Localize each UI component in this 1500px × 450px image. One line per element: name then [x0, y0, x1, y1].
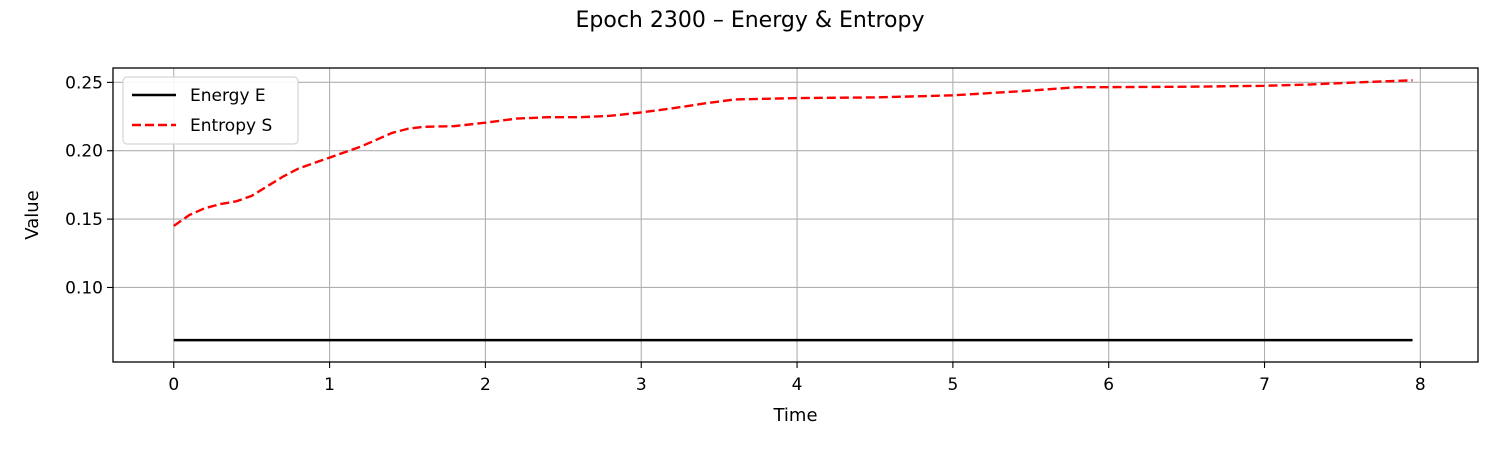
- series-line-entropy-s: [173, 79, 1413, 227]
- x-tick-label: 0: [168, 375, 179, 395]
- legend: Energy E Entropy S: [122, 76, 299, 145]
- legend-label: Entropy S: [190, 116, 272, 136]
- x-tick-label: 2: [480, 375, 491, 395]
- x-tick-label: 6: [1103, 375, 1114, 395]
- y-tick-label: 0.15: [65, 210, 103, 230]
- x-axis-label: Time: [772, 405, 817, 426]
- x-tick-label: 8: [1415, 375, 1426, 395]
- chart-title: Epoch 2300 – Energy & Entropy: [576, 8, 925, 33]
- y-tick-label: 0.25: [65, 73, 103, 93]
- y-axis-label: Value: [22, 190, 43, 239]
- x-tick-label: 3: [636, 375, 647, 395]
- y-tick-label: 0.10: [65, 278, 103, 298]
- x-tick-label: 7: [1259, 375, 1270, 395]
- x-tick-label: 4: [792, 375, 803, 395]
- legend-box: [122, 76, 299, 145]
- x-tick-label: 1: [324, 375, 335, 395]
- grid-lines: [113, 68, 1478, 362]
- series-layer: [173, 79, 1413, 342]
- legend-label: Energy E: [190, 86, 266, 106]
- axis-ticks: 0 1 2 3 4 5 6 7 8 0.10 0.15 0.20 0.25: [65, 73, 1426, 395]
- y-tick-label: 0.20: [65, 142, 103, 162]
- plot-frame: [112, 67, 1479, 363]
- x-tick-label: 5: [947, 375, 958, 395]
